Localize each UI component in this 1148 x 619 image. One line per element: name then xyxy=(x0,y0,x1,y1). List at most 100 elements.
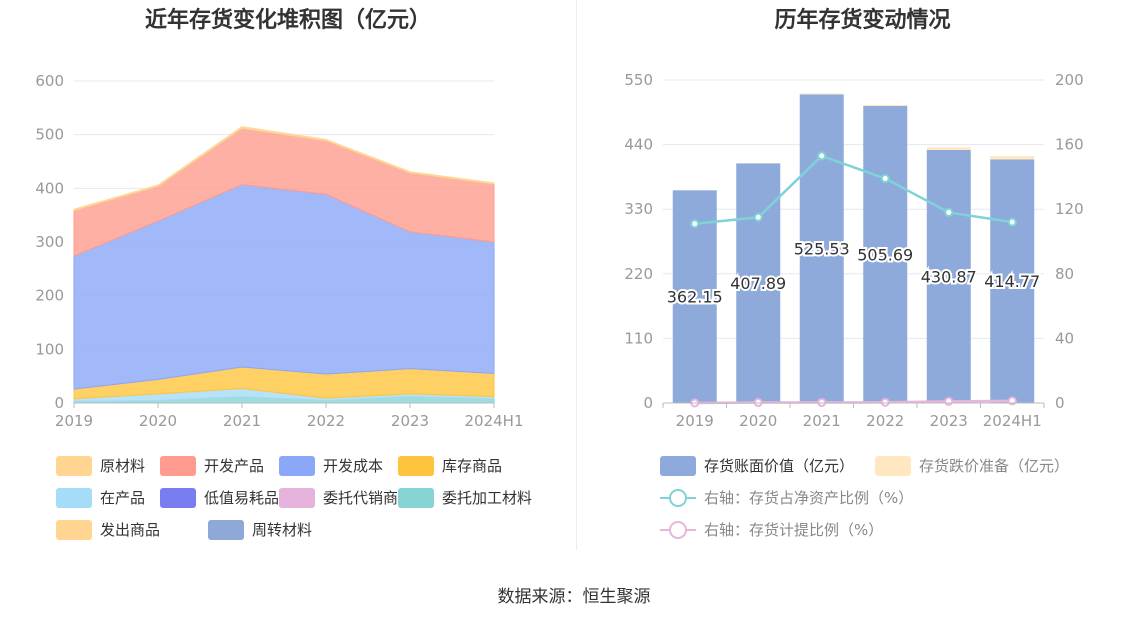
legend-item-在产品[interactable]: 在产品 xyxy=(56,487,145,508)
left-x-tick-label: 2024H1 xyxy=(465,412,524,430)
left-x-tick-label: 2023 xyxy=(391,412,429,430)
right-left-y-tick-label: 110 xyxy=(624,329,653,347)
provision-bar-2023 xyxy=(926,147,971,150)
legend-line-dot xyxy=(669,520,687,539)
legend-label: 委托代销商品 xyxy=(323,489,414,507)
left-y-tick-label: 500 xyxy=(35,126,64,144)
legend-item-发出商品[interactable]: 发出商品 xyxy=(56,519,160,540)
right-x-tick-label: 2024H1 xyxy=(983,412,1042,430)
right-right-y-tick-label: 200 xyxy=(1055,71,1084,89)
legend-label: 存货账面价值（亿元） xyxy=(704,457,855,475)
right-left-y-tick-label: 550 xyxy=(624,71,653,89)
legend-item-开发产品[interactable]: 开发产品 xyxy=(160,455,264,476)
right-left-y-tick-label: 220 xyxy=(624,265,653,283)
bar-2021 xyxy=(799,94,844,403)
legend-label: 右轴：存货计提比例（%） xyxy=(704,521,884,539)
legend-swatch xyxy=(398,455,434,476)
legend-item-存货跌价准备（亿元）[interactable]: 存货跌价准备（亿元） xyxy=(875,455,1069,476)
bar-value-label: 505.69 xyxy=(857,246,913,265)
legend-line-dot xyxy=(669,488,687,507)
left-y-tick-label: 600 xyxy=(35,72,64,90)
legend-swatch xyxy=(208,519,244,540)
bar-value-label: 407.89 xyxy=(730,274,786,293)
legend-item-委托加工材料[interactable]: 委托加工材料 xyxy=(398,487,532,508)
right-right-y-tick-label: 0 xyxy=(1055,394,1065,412)
legend-swatch xyxy=(660,455,696,476)
right-right-y-tick-label: 40 xyxy=(1055,329,1074,347)
left-y-tick-label: 200 xyxy=(35,287,64,305)
line-point-0 xyxy=(753,212,763,222)
legend-line-marker xyxy=(660,488,696,508)
line-point-1 xyxy=(880,397,890,407)
right-x-tick-label: 2021 xyxy=(803,412,841,430)
right-x-tick-label: 2023 xyxy=(930,412,968,430)
legend-label: 发出商品 xyxy=(100,521,161,539)
right-left-y-tick-label: 0 xyxy=(643,394,653,412)
panel-divider xyxy=(576,0,577,550)
line-point-0 xyxy=(690,219,700,229)
legend-item-开发成本[interactable]: 开发成本 xyxy=(279,455,383,476)
legend-label: 委托加工材料 xyxy=(442,489,533,507)
legend-item-周转材料[interactable]: 周转材料 xyxy=(208,519,312,540)
bar-value-label: 362.15 xyxy=(667,288,723,307)
right-left-y-tick-label: 330 xyxy=(624,200,653,218)
right-x-tick-label: 2019 xyxy=(676,412,714,430)
right-right-y-tick-label: 160 xyxy=(1055,136,1084,154)
left-x-tick-label: 2020 xyxy=(139,412,177,430)
legend-line-marker xyxy=(660,520,696,540)
left-x-tick-label: 2021 xyxy=(223,412,261,430)
left-chart-title: 近年存货变化堆积图（亿元） xyxy=(144,8,431,33)
data-source-note: 数据来源：恒生聚源 xyxy=(497,587,651,607)
legend-item-委托代销商品[interactable]: 委托代销商品 xyxy=(279,487,413,508)
bar-2022 xyxy=(863,106,908,403)
left-y-tick-label: 300 xyxy=(35,233,64,251)
bar-value-label: 414.77 xyxy=(984,272,1040,291)
area-series-原材料 xyxy=(73,126,495,212)
left-y-tick-label: 400 xyxy=(35,179,64,197)
legend-label: 原材料 xyxy=(100,457,146,475)
left-chart-panel: 近年存货变化堆积图（亿元） 0 100 200 300 400 500 600 2019 202… xyxy=(0,0,576,550)
legend-label: 周转材料 xyxy=(252,521,313,539)
right-right-y-tick-label: 120 xyxy=(1055,200,1084,218)
legend-item-原材料[interactable]: 原材料 xyxy=(56,455,145,476)
provision-bar-2021 xyxy=(799,93,844,95)
legend-label: 在产品 xyxy=(100,489,146,507)
legend-swatch xyxy=(279,487,315,508)
left-x-tick-label: 2022 xyxy=(307,412,345,430)
legend-item-库存商品[interactable]: 库存商品 xyxy=(398,455,502,476)
left-stacked-area-chart: 0 100 200 300 400 500 600 2019 2020 2021 2022 2023 2… xyxy=(35,72,524,430)
line-point-0 xyxy=(817,151,827,161)
bar-value-label: 525.53 xyxy=(794,240,850,259)
legend-item-右轴：存货占净资产比例（%）[interactable]: 右轴：存货占净资产比例（%） xyxy=(660,487,913,508)
right-left-y-tick-label: 440 xyxy=(624,136,653,154)
legend-item-右轴：存货计提比例（%）[interactable]: 右轴：存货计提比例（%） xyxy=(660,519,883,540)
right-x-tick-label: 2020 xyxy=(739,412,777,430)
legend-item-低值易耗品[interactable]: 低值易耗品 xyxy=(160,487,279,508)
bar-value-label: 430.87 xyxy=(921,267,977,286)
legend-label: 存货跌价准备（亿元） xyxy=(919,457,1070,475)
line-point-0 xyxy=(1007,217,1017,227)
legend-label: 开发成本 xyxy=(323,457,384,475)
legend-label: 右轴：存货占净资产比例（%） xyxy=(704,489,914,507)
legend-label: 低值易耗品 xyxy=(204,489,280,507)
left-y-tick-label: 0 xyxy=(54,394,64,412)
line-point-0 xyxy=(944,207,954,217)
right-x-tick-label: 2022 xyxy=(866,412,904,430)
bar-2024H1 xyxy=(990,159,1035,403)
line-series-0 xyxy=(694,154,1013,225)
legend-item-存货账面价值（亿元）[interactable]: 存货账面价值（亿元） xyxy=(660,455,854,476)
right-chart-title: 历年存货变动情况 xyxy=(774,8,951,33)
legend-swatch xyxy=(279,455,315,476)
provision-bar-2022 xyxy=(863,104,908,107)
bar-2023 xyxy=(926,149,971,403)
legend-swatch xyxy=(56,519,92,540)
right-chart-panel: 历年存货变动情况 0 110 220 330 440 550 0 40 80 120 160 200 3… xyxy=(577,0,1148,550)
right-right-y-tick-label: 80 xyxy=(1055,265,1074,283)
legend-swatch xyxy=(875,455,911,476)
line-point-0 xyxy=(880,174,890,184)
left-x-tick-label: 2019 xyxy=(55,412,93,430)
legend-swatch xyxy=(398,487,434,508)
legend-label: 库存商品 xyxy=(442,457,503,475)
legend-label: 开发产品 xyxy=(204,457,265,475)
legend-swatch xyxy=(56,487,92,508)
